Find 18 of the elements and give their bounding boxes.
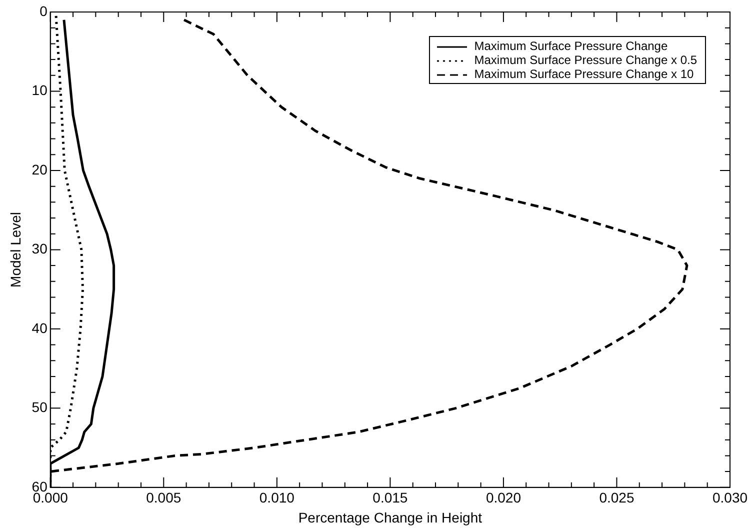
x-tick-label: 0.020	[486, 490, 522, 506]
y-tick-label: 40	[32, 320, 48, 336]
y-tick-label: 10	[32, 82, 48, 98]
y-tick-label: 0	[40, 2, 48, 19]
y-tick-label: 20	[32, 161, 48, 178]
x-tick-label: 0.025	[599, 490, 634, 506]
x-tick-label: 0.005	[146, 490, 182, 506]
x-tick-label: 0.015	[372, 490, 408, 506]
legend-label: Maximum Surface Pressure Change	[474, 39, 668, 53]
y-tick-label: 50	[32, 399, 48, 416]
x-tick-label: 0.010	[259, 490, 295, 506]
x-tick-label: 0.030	[712, 490, 748, 506]
legend-label: Maximum Surface Pressure Change x 0.5	[474, 53, 697, 67]
y-axis-title: Model Level	[7, 212, 24, 288]
legend-label: Maximum Surface Pressure Change x 10	[474, 67, 694, 81]
y-tick-label: 60	[32, 478, 48, 494]
y-tick-label: 30	[32, 240, 48, 257]
x-axis-title: Percentage Change in Height	[298, 509, 482, 526]
